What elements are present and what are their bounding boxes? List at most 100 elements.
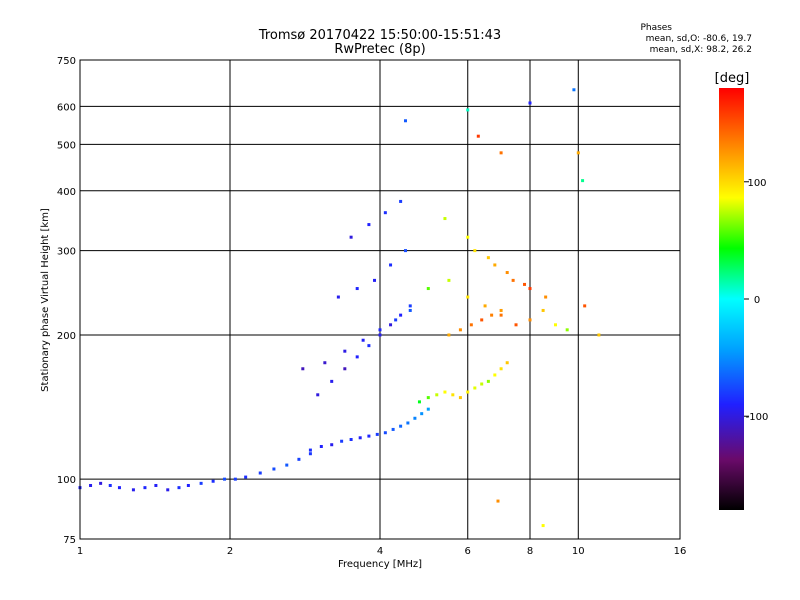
echo-point	[389, 263, 393, 267]
echo-point	[154, 483, 158, 487]
echo-point	[285, 463, 289, 467]
echo-point	[343, 349, 347, 353]
echo-point	[367, 344, 371, 348]
echo-point	[336, 295, 340, 299]
echo-point	[399, 199, 403, 203]
echo-point	[514, 323, 518, 327]
echo-point	[469, 323, 473, 327]
echo-point	[581, 179, 585, 183]
colorbar-ticks: 100 0 -100	[744, 178, 768, 423]
grid-lines	[80, 60, 680, 539]
x-tick-label: 2	[227, 546, 233, 557]
echo-point	[583, 304, 587, 308]
echo-point	[496, 499, 500, 503]
echo-point	[308, 448, 312, 452]
echo-point	[499, 308, 503, 312]
y-axis-ticks: 75 100 200 300 400 500 600 750	[57, 56, 76, 546]
colorbar	[719, 88, 744, 510]
echo-point	[117, 486, 121, 490]
x-axis-label: Frequency [MHz]	[338, 559, 422, 570]
echo-point	[486, 379, 490, 383]
echo-point	[394, 318, 398, 322]
echo-point	[420, 412, 424, 416]
echo-point	[358, 436, 362, 440]
echo-point	[383, 211, 387, 215]
echo-point	[480, 382, 484, 386]
x-tick-label: 6	[465, 546, 471, 557]
phases-legend-x-mode: mean, sd,X: 98.2, 26.2	[650, 45, 752, 55]
echo-point	[383, 431, 387, 435]
echo-point	[572, 88, 576, 92]
echo-point	[378, 333, 382, 337]
y-tick-label: 750	[57, 56, 76, 67]
echo-point	[367, 434, 371, 438]
echo-point	[131, 488, 135, 492]
echo-point	[223, 477, 227, 481]
echo-point	[597, 333, 601, 337]
echo-point	[99, 481, 103, 485]
colorbar-tick-label: 100	[747, 178, 766, 189]
echo-point	[272, 467, 276, 471]
x-tick-label: 10	[572, 546, 585, 557]
echo-point	[528, 318, 532, 322]
x-axis-ticks: 1 2 4 6 8 10 16	[77, 546, 687, 557]
echo-point	[541, 308, 545, 312]
echo-point	[483, 304, 487, 308]
echo-point	[466, 390, 470, 394]
echo-point	[490, 313, 494, 317]
echo-point	[511, 278, 515, 282]
echo-point	[544, 295, 548, 299]
echo-point	[408, 304, 412, 308]
echo-point	[349, 438, 353, 442]
chart-title: Tromsø 20170422 15:50:00-15:51:43	[258, 28, 501, 43]
echo-point	[426, 287, 430, 291]
echo-point	[458, 396, 462, 400]
echo-point	[473, 386, 477, 390]
phases-legend-o-mode: mean, sd,O: -80.6, 19.7	[646, 34, 752, 44]
echo-point	[375, 432, 379, 436]
echo-point	[186, 483, 190, 487]
colorbar-tick-label: 0	[754, 295, 760, 306]
echo-point	[565, 328, 569, 332]
y-axis-label: Stationary phase Virtual Height [km]	[40, 208, 51, 392]
x-tick-label: 16	[674, 546, 687, 557]
echo-point	[426, 396, 430, 400]
echo-point	[319, 444, 323, 448]
echo-point	[505, 271, 509, 275]
echo-point	[297, 457, 301, 461]
echo-point	[355, 287, 359, 291]
data-points	[78, 88, 601, 528]
echo-point	[443, 217, 447, 221]
echo-point	[499, 367, 503, 371]
echo-point	[330, 443, 334, 447]
echo-point	[330, 379, 334, 383]
echo-point	[447, 333, 451, 337]
echo-point	[499, 313, 503, 317]
echo-point	[480, 318, 484, 322]
y-tick-label: 500	[57, 140, 76, 151]
echo-point	[108, 483, 112, 487]
y-tick-label: 100	[57, 475, 76, 486]
echo-point	[553, 323, 557, 327]
echo-point	[451, 393, 455, 397]
echo-point	[355, 355, 359, 359]
echo-point	[391, 427, 395, 431]
x-tick-label: 1	[77, 546, 83, 557]
x-tick-label: 8	[527, 546, 533, 557]
echo-point	[343, 367, 347, 371]
echo-point	[403, 119, 407, 123]
echo-point	[505, 361, 509, 365]
echo-point	[528, 101, 532, 105]
y-tick-label: 600	[57, 102, 76, 113]
echo-point	[426, 407, 430, 411]
echo-point	[406, 421, 410, 425]
x-tick-label: 4	[377, 546, 383, 557]
echo-point	[373, 278, 377, 282]
echo-point	[399, 424, 403, 428]
chart-subtitle: RwPretec (8p)	[334, 42, 425, 57]
echo-point	[399, 313, 403, 317]
echo-point	[177, 486, 181, 490]
echo-point	[435, 393, 439, 397]
echo-point	[349, 235, 353, 239]
echo-point	[458, 328, 462, 332]
